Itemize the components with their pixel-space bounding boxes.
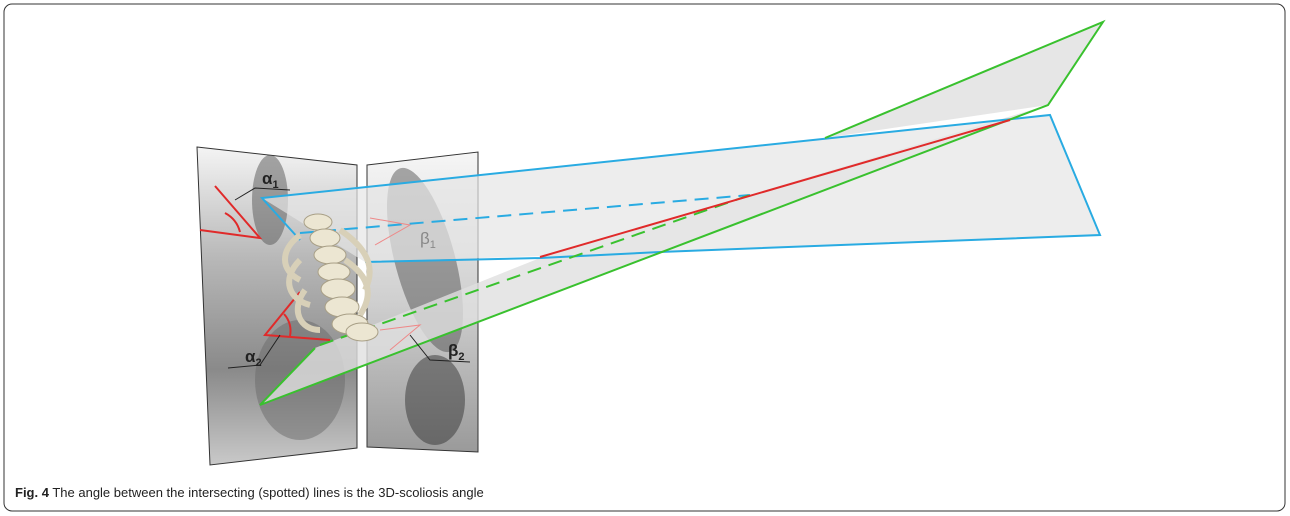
- label-sub: 2: [255, 357, 261, 369]
- figure-drawing: α1 α2 β1 β2: [0, 0, 1290, 516]
- label-symbol: α: [262, 169, 273, 188]
- label-sub: 1: [430, 239, 436, 251]
- label-symbol: β: [420, 229, 430, 248]
- caption: Fig. 4 The angle between the intersectin…: [15, 485, 484, 500]
- caption-label: Fig. 4: [15, 485, 49, 500]
- label-sub: 1: [272, 179, 278, 191]
- label-symbol: α: [245, 347, 256, 366]
- label-symbol: β: [448, 341, 458, 360]
- figure: α1 α2 β1 β2 Fig. 4 The angle between the…: [0, 0, 1290, 516]
- caption-text: The angle between the intersecting (spot…: [52, 485, 483, 500]
- label-sub: 2: [458, 351, 464, 363]
- xray-shadow: [405, 355, 465, 445]
